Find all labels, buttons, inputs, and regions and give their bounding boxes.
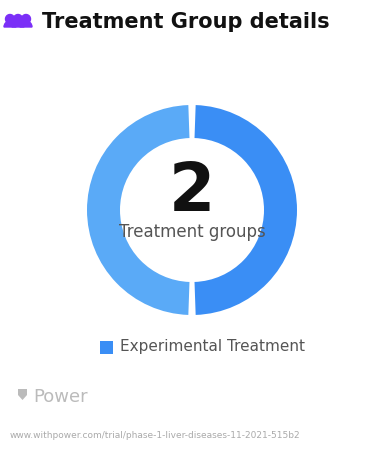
Wedge shape — [87, 105, 189, 315]
Text: www.withpower.com/trial/phase-1-liver-diseases-11-2021-515b2: www.withpower.com/trial/phase-1-liver-di… — [10, 431, 301, 439]
Text: Treatment groups: Treatment groups — [119, 223, 265, 241]
Text: Experimental Treatment: Experimental Treatment — [120, 339, 305, 354]
Text: Treatment Group details: Treatment Group details — [42, 12, 329, 32]
Circle shape — [22, 14, 30, 24]
Text: 2: 2 — [169, 159, 215, 225]
Wedge shape — [4, 21, 16, 27]
Wedge shape — [12, 21, 24, 27]
Wedge shape — [195, 105, 297, 315]
Text: Power: Power — [33, 388, 88, 406]
FancyBboxPatch shape — [100, 340, 113, 353]
Polygon shape — [18, 389, 27, 400]
Wedge shape — [20, 21, 32, 27]
Circle shape — [5, 14, 15, 24]
Circle shape — [13, 14, 23, 24]
